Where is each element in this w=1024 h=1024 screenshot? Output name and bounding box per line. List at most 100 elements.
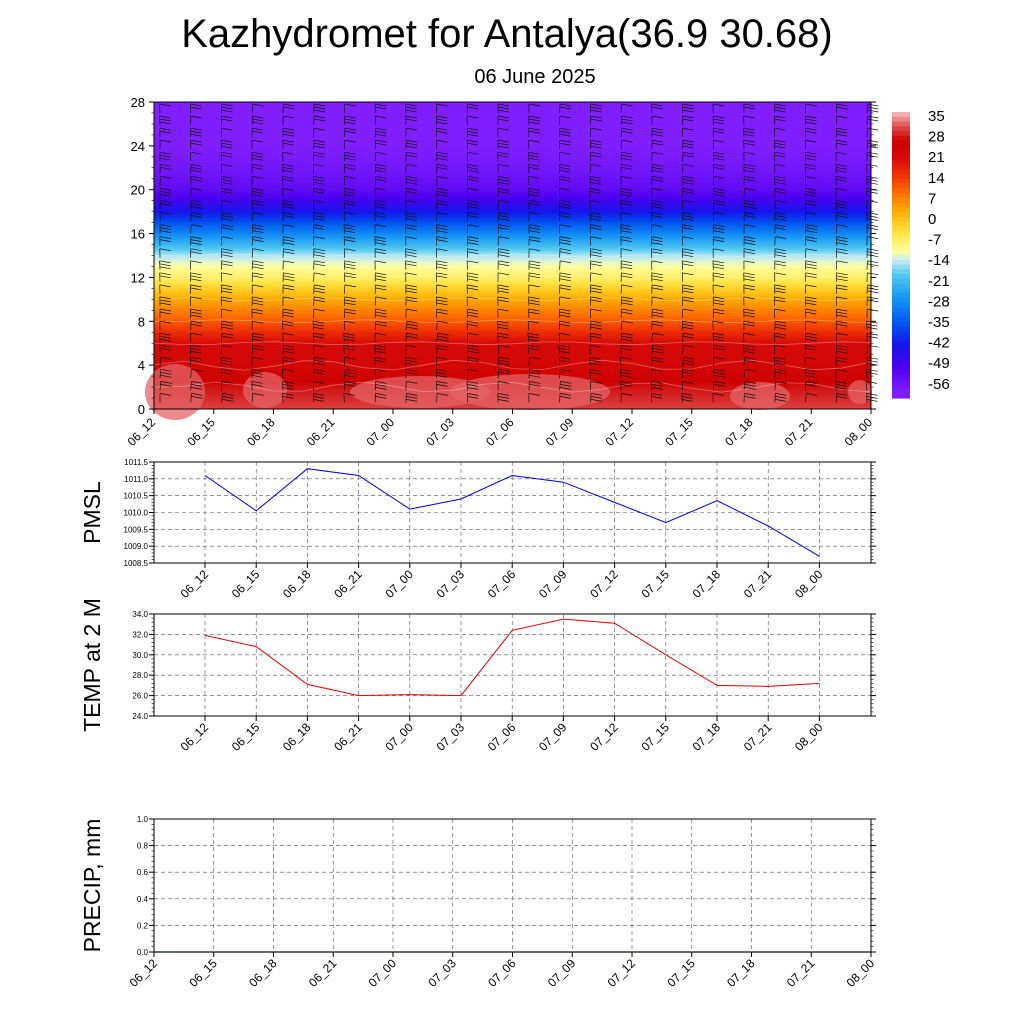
wind-barb [282, 284, 295, 294]
wind-barb [651, 320, 664, 331]
wind-barb [436, 212, 448, 222]
wind-barb [251, 163, 263, 174]
wind-barb [405, 320, 419, 331]
wind-barb [313, 127, 325, 138]
wind-barb [282, 127, 295, 138]
wind-barb [282, 236, 295, 246]
wind-barb [681, 248, 694, 258]
wind-barb [589, 284, 602, 294]
wind-barb [159, 344, 171, 355]
wind-barb [436, 332, 449, 343]
wind-barb [528, 103, 541, 114]
wind-barb [436, 115, 448, 126]
wind-barb [589, 212, 602, 222]
wind-barb [620, 248, 633, 258]
wind-barb [712, 284, 725, 294]
wind-barb [743, 103, 755, 114]
x-tick-label: 07_15 [662, 415, 696, 449]
colorbar-label: -42 [928, 335, 950, 352]
wind-barb [344, 284, 356, 294]
colorbar-label: 0 [928, 211, 936, 228]
wind-barb [282, 115, 295, 126]
wind-barb [159, 320, 171, 331]
wind-barb [774, 272, 786, 282]
wind-barb [435, 272, 448, 282]
wind-barb [712, 212, 725, 222]
wind-barb [774, 224, 787, 234]
wind-barb [620, 236, 632, 246]
wind-barb [835, 320, 848, 331]
wind-barb [805, 284, 817, 294]
wind-barb [220, 296, 233, 306]
wind-barb [712, 260, 724, 270]
colorbar-segment [892, 197, 910, 204]
x-tick-label: 07_12 [603, 415, 637, 449]
wind-barb [528, 308, 540, 319]
wind-barb [497, 151, 509, 162]
wind-barb [313, 296, 326, 306]
wind-barb [743, 127, 755, 138]
wind-barb [313, 260, 326, 270]
wind-barb [251, 368, 263, 379]
y-tick-label: 12 [131, 270, 145, 285]
wind-barb [773, 296, 786, 306]
wind-barb [405, 115, 417, 126]
y-axis-title: PRECIP, mm [79, 819, 105, 953]
wind-barb [651, 115, 664, 126]
colorbar-segment [892, 202, 910, 208]
wind-barb [712, 272, 725, 282]
y-tick-label: 0.2 [137, 921, 149, 930]
wind-barb [528, 260, 541, 270]
wind-barb [682, 200, 694, 210]
wind-barb [282, 188, 294, 198]
wind-barb [436, 381, 448, 391]
wind-barb [589, 224, 602, 234]
wind-barb [651, 356, 663, 367]
wind-barb [313, 115, 326, 126]
wind-barb [374, 320, 387, 331]
wind-barb [620, 200, 632, 210]
wind-barb [190, 296, 202, 306]
wind-barb [497, 393, 509, 403]
wind-barb [435, 248, 448, 258]
wind-barb [682, 127, 694, 138]
wind-barb [866, 224, 878, 234]
temperature-contour [153, 275, 872, 280]
wind-barb [436, 393, 449, 403]
y-tick-label: 1009.0 [124, 542, 149, 551]
wind-barb [866, 212, 878, 222]
wind-barb [651, 212, 663, 222]
colorbar-segment [892, 164, 910, 170]
wind-barb [405, 127, 418, 138]
wind-barb [282, 308, 294, 319]
wind-barb [559, 115, 571, 126]
wind-barb [712, 344, 725, 355]
wind-barb [743, 236, 756, 246]
wind-barb [251, 212, 264, 222]
wind-barb [743, 344, 755, 355]
wind-barb [466, 127, 479, 138]
colorbar-label: -56 [928, 376, 950, 393]
wind-barb [159, 224, 172, 234]
wind-barb [220, 151, 233, 162]
wind-barb [712, 115, 725, 126]
wind-barb [620, 284, 633, 294]
wind-barb [159, 200, 172, 210]
wind-barb [651, 296, 664, 306]
x-tick-label: 07_12 [587, 567, 621, 601]
wind-barb [190, 308, 202, 319]
colorbar-segment [892, 269, 910, 275]
wind-barb [589, 248, 602, 258]
wind-barb [774, 175, 786, 186]
colorbar-segment [892, 150, 910, 156]
wind-barb [467, 332, 479, 343]
wind-barb [435, 260, 448, 270]
wind-barb [866, 308, 879, 319]
wind-barb [159, 272, 171, 282]
wind-barb [405, 224, 417, 234]
wind-barb [497, 381, 510, 391]
wind-barb [620, 308, 633, 319]
wind-barb [651, 260, 663, 270]
wind-barb [805, 272, 817, 282]
wind-barb [159, 368, 172, 379]
